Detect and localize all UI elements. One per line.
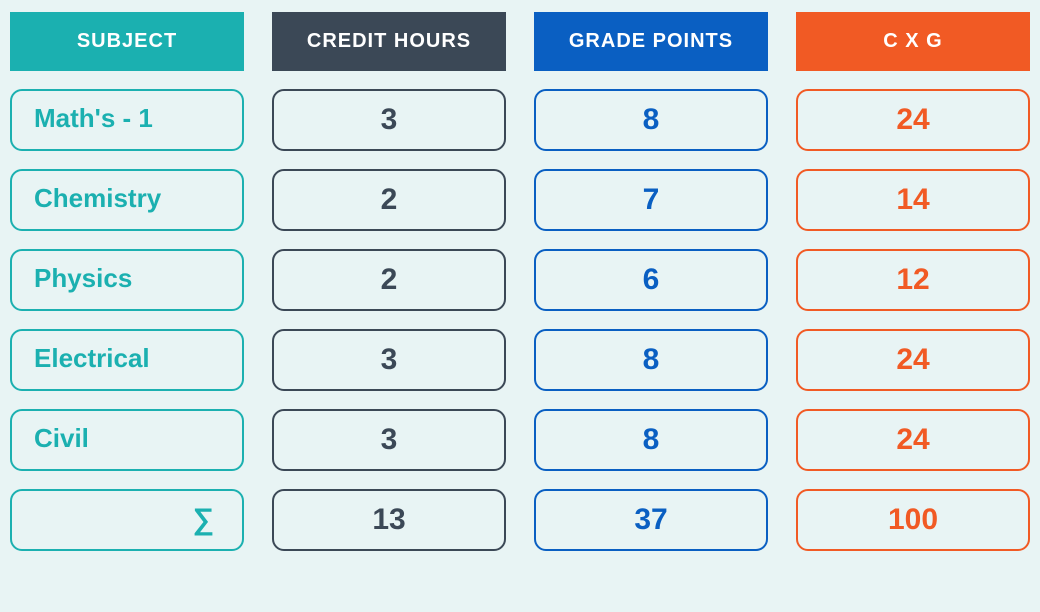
table-row-grade: 6 [534,249,768,311]
header-cxg: C X G [796,12,1030,71]
table-row-grade: 8 [534,329,768,391]
sum-row-credit: 13 [272,489,506,551]
table-row-cxg: 24 [796,89,1030,151]
table-row-subject: Physics [10,249,244,311]
sum-row-cxg: 100 [796,489,1030,551]
sum-row-symbol: ∑ [10,489,244,551]
gpa-table: SUBJECT CREDIT HOURS GRADE POINTS C X G … [10,12,1030,551]
table-row-subject: Math's - 1 [10,89,244,151]
table-row-credit: 2 [272,249,506,311]
table-row-credit: 3 [272,89,506,151]
header-subject: SUBJECT [10,12,244,71]
header-credit: CREDIT HOURS [272,12,506,71]
table-row-cxg: 12 [796,249,1030,311]
table-row-cxg: 24 [796,409,1030,471]
table-row-subject: Electrical [10,329,244,391]
table-row-grade: 7 [534,169,768,231]
table-row-grade: 8 [534,89,768,151]
table-row-grade: 8 [534,409,768,471]
table-row-subject: Civil [10,409,244,471]
table-row-credit: 3 [272,409,506,471]
table-row-cxg: 14 [796,169,1030,231]
header-grade: GRADE POINTS [534,12,768,71]
table-row-credit: 3 [272,329,506,391]
sum-row-grade: 37 [534,489,768,551]
table-row-subject: Chemistry [10,169,244,231]
table-row-credit: 2 [272,169,506,231]
table-row-cxg: 24 [796,329,1030,391]
